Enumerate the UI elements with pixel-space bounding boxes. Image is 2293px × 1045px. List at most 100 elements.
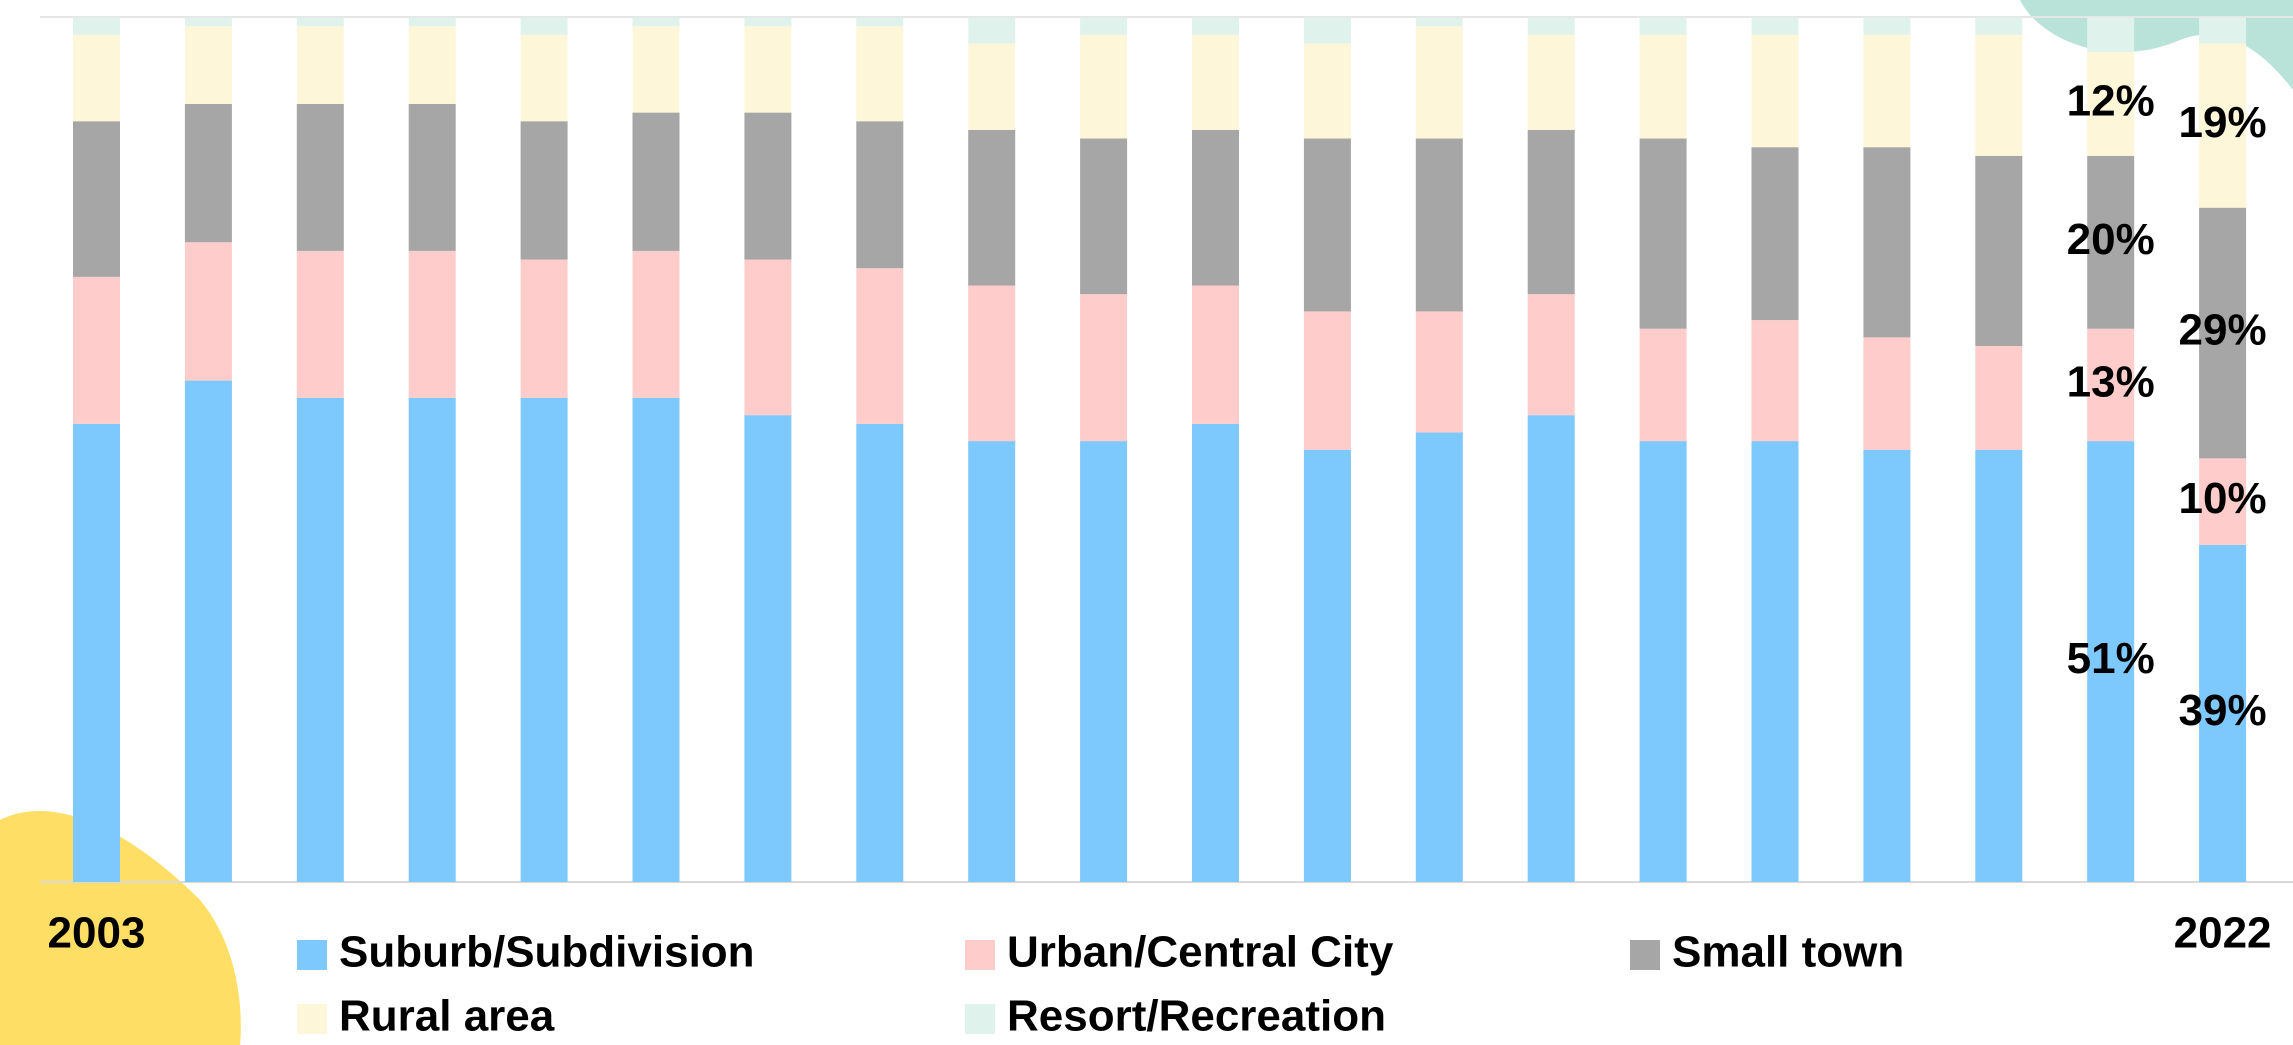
bar-segment	[408, 250, 456, 398]
bar-segment	[2087, 17, 2135, 53]
bar-segment	[73, 34, 120, 122]
bar-segment	[1192, 423, 1239, 882]
bar-segment	[1863, 337, 1911, 450]
bar-segment	[1415, 17, 1463, 27]
bar-segment	[1639, 17, 1687, 35]
bar-segment	[1639, 328, 1687, 442]
data-label: 39%	[2179, 686, 2267, 735]
legend-swatch	[297, 940, 327, 970]
bar-segment	[1527, 34, 1575, 130]
bar-segment	[1192, 285, 1239, 424]
bar-segment	[968, 441, 1016, 882]
decor-blob	[2020, 0, 2293, 90]
bar-segment	[1975, 17, 2023, 35]
bar-segment	[632, 17, 680, 27]
bar-segment	[520, 259, 568, 398]
bar-segment	[632, 397, 680, 882]
bar-segment	[2087, 155, 2135, 329]
bar-segment	[1975, 449, 2023, 882]
bar-segment	[2087, 328, 2135, 442]
bar-segment	[632, 26, 680, 113]
bar-segment	[1415, 26, 1463, 139]
legend-label: Suburb/Subdivision	[339, 928, 755, 977]
bar-segment	[2087, 441, 2135, 882]
bar-segment	[1751, 147, 1799, 321]
bar-segment	[856, 268, 904, 424]
bar-segment	[1639, 138, 1687, 329]
bar-segment	[520, 34, 568, 122]
bar-segment	[296, 26, 344, 104]
data-label: 12%	[2067, 77, 2155, 126]
bar-segment	[1863, 17, 1911, 35]
legend-swatch	[297, 1004, 327, 1034]
bar-segment	[1080, 294, 1128, 442]
bar-segment	[1751, 441, 1799, 882]
bar-segment	[968, 285, 1016, 442]
bar-segment	[632, 250, 680, 398]
bar-segment	[1863, 449, 1911, 882]
bar-segment	[1751, 34, 1799, 148]
x-tick-label: 2003	[48, 909, 146, 958]
bar-segment	[184, 17, 232, 27]
legend-swatch	[965, 1004, 995, 1034]
data-label: 29%	[2179, 306, 2267, 355]
bar-segment	[1192, 34, 1239, 130]
bar-segment	[73, 276, 120, 424]
bar-segment	[2199, 17, 2247, 44]
bar-segment	[408, 397, 456, 882]
bar-segment	[184, 103, 232, 243]
bar-segment	[856, 121, 904, 269]
bar-segment	[744, 112, 792, 260]
bar-segment	[744, 415, 792, 882]
bar-segment	[1303, 138, 1351, 312]
bar-segment	[1863, 34, 1911, 148]
legend-swatch	[1630, 940, 1660, 970]
bar-segment	[744, 26, 792, 113]
bar-segment	[1639, 441, 1687, 882]
legend-label: Small town	[1672, 928, 1904, 977]
legend-label: Resort/Recreation	[1007, 992, 1386, 1041]
data-label: 13%	[2067, 358, 2155, 407]
bar-segment	[744, 17, 792, 27]
bar-segment	[1080, 441, 1128, 882]
bar-segment	[520, 397, 568, 882]
x-tick-label: 2022	[2174, 909, 2272, 958]
bar-segment	[1751, 320, 1799, 442]
bar-segment	[1527, 17, 1575, 35]
bar-segment	[968, 43, 1016, 130]
bar-segment	[73, 17, 120, 35]
bar-segment	[520, 121, 568, 260]
bar-segment	[184, 26, 232, 104]
bar-segment	[520, 17, 568, 35]
bar-segment	[856, 423, 904, 882]
bar-segment	[2199, 458, 2247, 545]
bar-segment	[1303, 17, 1351, 44]
legend-label: Urban/Central City	[1007, 928, 1394, 977]
bar-segment	[1415, 432, 1463, 882]
bar-segment	[184, 380, 232, 882]
bar-segment	[1415, 138, 1463, 312]
bar-segment	[296, 397, 344, 882]
bar-segment	[1751, 17, 1799, 35]
bar-segment	[1527, 129, 1575, 295]
bar-segment	[296, 17, 344, 27]
bar-segment	[2199, 43, 2247, 208]
bar-segment	[1080, 17, 1128, 35]
decor-blob	[0, 811, 241, 1045]
bar-segment	[632, 112, 680, 251]
bar-segment	[408, 17, 456, 27]
bar-segment	[1415, 311, 1463, 433]
bar-segment	[856, 26, 904, 122]
bar-segment	[408, 26, 456, 104]
bar-segment	[744, 259, 792, 416]
bar-segment	[2087, 52, 2135, 156]
data-label: 19%	[2179, 98, 2267, 147]
bar-segment	[1080, 138, 1128, 295]
bar-segment	[184, 242, 232, 381]
data-label: 10%	[2179, 474, 2267, 523]
bar-segment	[968, 129, 1016, 286]
bar-segment	[1527, 415, 1575, 882]
bar-segment	[296, 250, 344, 398]
